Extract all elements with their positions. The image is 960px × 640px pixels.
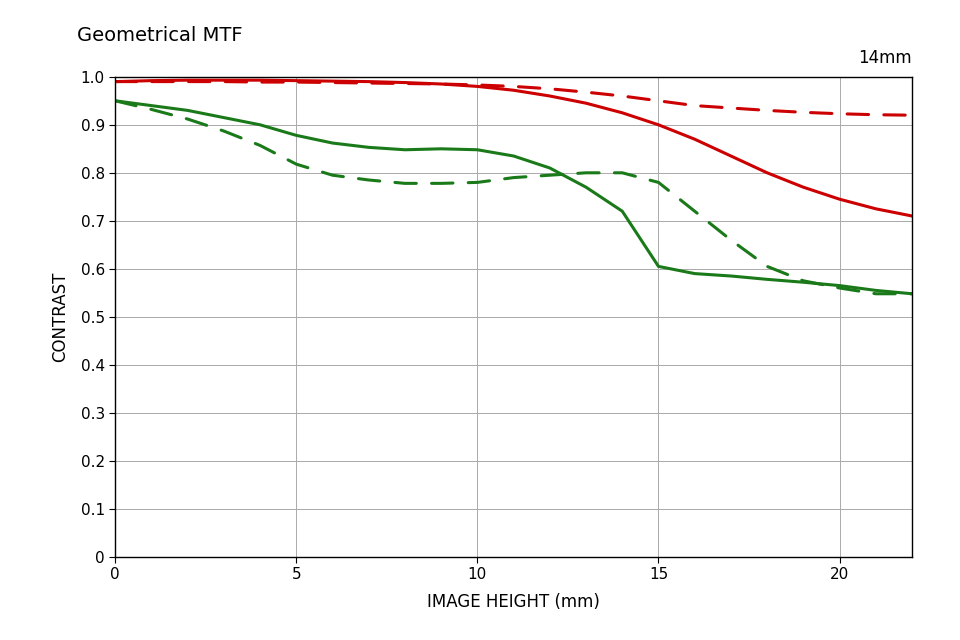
X-axis label: IMAGE HEIGHT (mm): IMAGE HEIGHT (mm): [427, 593, 600, 611]
Y-axis label: CONTRAST: CONTRAST: [52, 271, 69, 362]
Text: Geometrical MTF: Geometrical MTF: [77, 26, 243, 45]
Text: 14mm: 14mm: [858, 49, 912, 67]
